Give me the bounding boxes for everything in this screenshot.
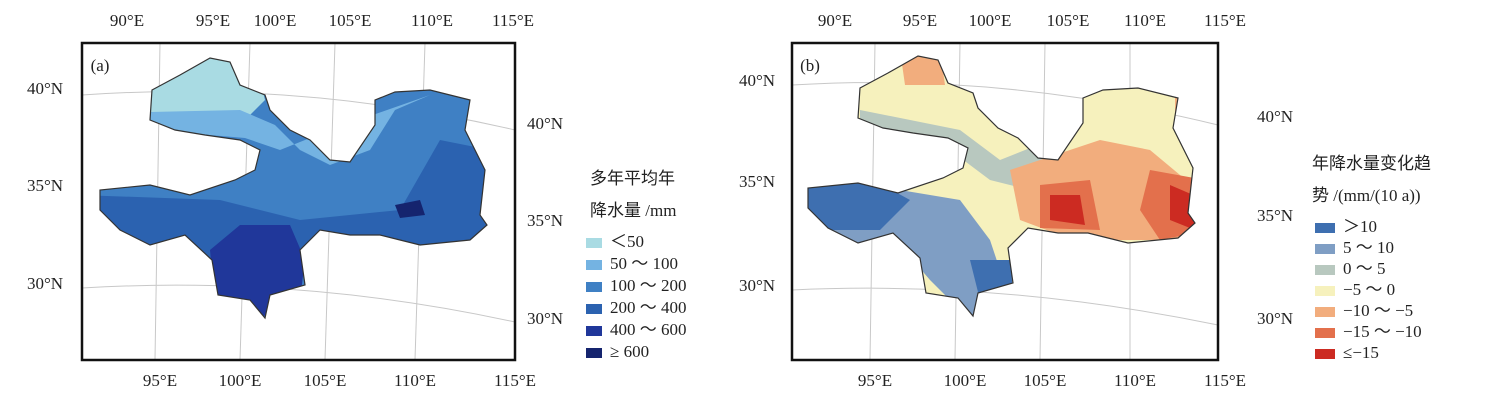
longitude-label: 110°E [1114, 371, 1156, 390]
latitude-label: 35°N [739, 172, 775, 191]
legend-title: 降水量 /mm [590, 201, 676, 220]
legend-label: ≤−15 [1343, 343, 1379, 362]
legend-title: 多年平均年 [590, 169, 675, 188]
longitude-label: 100°E [969, 11, 1012, 30]
legend-swatch [586, 348, 602, 358]
legend-title: 势 /(mm/(10 a)) [1312, 186, 1421, 205]
legend-swatch [1315, 307, 1335, 317]
longitude-label: 100°E [219, 371, 262, 390]
legend-label: 0 ～ 5 [1343, 259, 1386, 278]
map-panel-a [80, 41, 517, 362]
latitude-label: 40°N [527, 114, 563, 133]
panel-label: (a) [91, 56, 110, 75]
latitude-label: 30°N [27, 274, 63, 293]
longitude-label: 105°E [329, 11, 372, 30]
longitude-label: 110°E [411, 11, 453, 30]
legend-swatch [586, 260, 602, 270]
latitude-label: 40°N [27, 79, 63, 98]
legend-swatch [586, 282, 602, 292]
legend-label: 200 ～ 400 [610, 298, 687, 317]
legend-label: ＞10 [1343, 217, 1377, 236]
latitude-label: 35°N [27, 176, 63, 195]
longitude-label: 90°E [110, 11, 144, 30]
latitude-label: 30°N [739, 276, 775, 295]
legend-label: 5 ～ 10 [1343, 238, 1394, 257]
legend-swatch [1315, 286, 1335, 296]
legend-label: ＜50 [610, 232, 644, 251]
longitude-label: 105°E [1047, 11, 1090, 30]
panel-label: (b) [800, 56, 820, 75]
legend-label: −5 ～ 0 [1343, 280, 1395, 299]
legend-label: 100 ～ 200 [610, 276, 687, 295]
legend-swatch [1315, 223, 1335, 233]
longitude-label: 115°E [1204, 11, 1246, 30]
latitude-label: 35°N [1257, 206, 1293, 225]
legend-label: −10 ～ −5 [1343, 301, 1413, 320]
longitude-label: 95°E [903, 11, 937, 30]
latitude-label: 35°N [527, 211, 563, 230]
longitude-label: 105°E [304, 371, 347, 390]
map-frame [790, 41, 1220, 362]
latitude-label: 30°N [1257, 309, 1293, 328]
legend-swatch [586, 304, 602, 314]
legend-title: 年降水量变化趋 [1312, 154, 1431, 173]
longitude-label: 95°E [143, 371, 177, 390]
longitude-label: 110°E [1124, 11, 1166, 30]
legend-swatch [1315, 349, 1335, 359]
longitude-label: 100°E [944, 371, 987, 390]
legend-label: 400 ～ 600 [610, 320, 687, 339]
longitude-label: 105°E [1024, 371, 1067, 390]
latitude-label: 30°N [527, 309, 563, 328]
legend-swatch [586, 326, 602, 336]
map-panel-b [790, 41, 1220, 362]
map-frame [80, 41, 517, 362]
longitude-label: 90°E [818, 11, 852, 30]
longitude-label: 95°E [196, 11, 230, 30]
legend-swatch [1315, 265, 1335, 275]
legend-label: −15 ～ −10 [1343, 322, 1422, 341]
legend-swatch [1315, 244, 1335, 254]
longitude-label: 95°E [858, 371, 892, 390]
legend-label: 50 ～ 100 [610, 254, 678, 273]
longitude-label: 115°E [494, 371, 536, 390]
latitude-label: 40°N [1257, 107, 1293, 126]
longitude-label: 100°E [254, 11, 297, 30]
longitude-label: 115°E [492, 11, 534, 30]
longitude-label: 115°E [1204, 371, 1246, 390]
latitude-label: 40°N [739, 71, 775, 90]
longitude-label: 110°E [394, 371, 436, 390]
legend-label: ≥ 600 [610, 342, 649, 361]
legend-swatch [586, 238, 602, 248]
legend-swatch [1315, 328, 1335, 338]
